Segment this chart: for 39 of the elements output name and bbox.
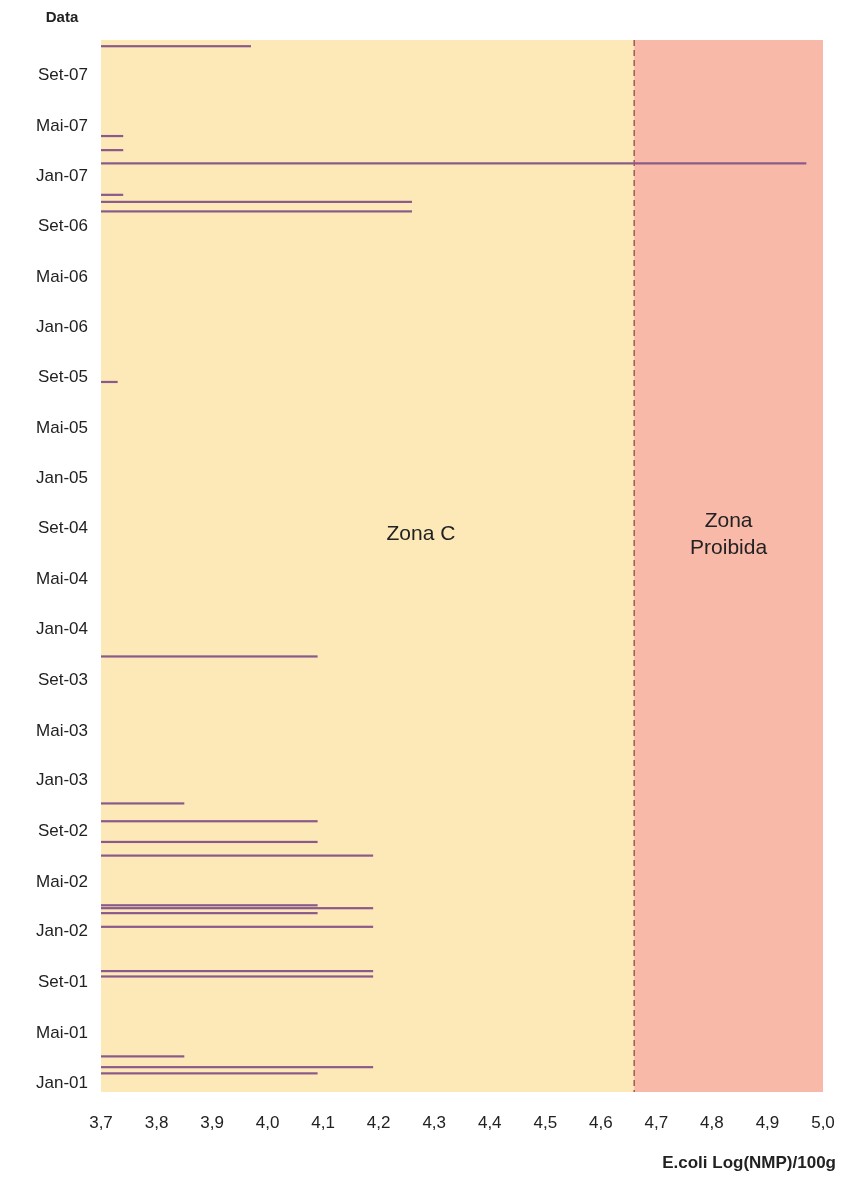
band-label: Zona Proibida <box>690 508 768 558</box>
y-tick-label: Set-03 <box>37 669 88 689</box>
y-tick-label: Mai-05 <box>36 418 88 438</box>
y-tick-label: Set-07 <box>37 64 88 84</box>
y-tick-label: Jan-06 <box>36 316 88 336</box>
y-tick-label: Set-01 <box>37 972 88 991</box>
x-axis-title: E.coli Log(NMP)/100g <box>662 1153 836 1172</box>
x-tick-label: 4,0 <box>255 1113 280 1132</box>
x-tick-label: 4,7 <box>644 1113 669 1132</box>
x-tick-label: 4,1 <box>311 1113 335 1132</box>
y-tick-label: Mai-01 <box>36 1022 88 1042</box>
y-tick-label: Set-04 <box>37 518 88 538</box>
y-tick-label: Jan-05 <box>36 467 88 487</box>
x-tick-label: 3,9 <box>200 1113 224 1132</box>
x-tick-label: 4,5 <box>533 1113 558 1132</box>
y-tick-label: Jan-02 <box>36 921 88 941</box>
band-label: Zona C <box>386 521 456 544</box>
y-axis-title: Data <box>45 8 79 25</box>
y-tick-label: Set-02 <box>37 820 88 840</box>
y-tick-label: Jan-01 <box>36 1072 88 1092</box>
y-tick-label: Mai-02 <box>36 871 88 891</box>
y-tick-label: Set-06 <box>37 216 88 236</box>
x-tick-label: 4,9 <box>755 1113 780 1132</box>
y-tick-label: Jan-07 <box>36 165 88 185</box>
x-tick-label: 3,8 <box>144 1113 169 1132</box>
x-tick-label: 4,2 <box>366 1113 391 1132</box>
y-tick-label: Jan-03 <box>36 770 88 790</box>
x-tick-label: 4,8 <box>700 1113 724 1132</box>
y-tick-label: Mai-04 <box>36 569 88 589</box>
x-tick-label: 3,7 <box>89 1113 113 1132</box>
x-tick-label: 4,6 <box>589 1113 613 1132</box>
y-tick-label: Mai-06 <box>36 266 88 286</box>
y-tick-label: Jan-04 <box>36 619 88 639</box>
y-tick-label: Set-05 <box>37 367 88 387</box>
x-tick-label: 5,0 <box>811 1113 835 1132</box>
y-tick-label: Mai-03 <box>36 720 88 740</box>
x-tick-label: 4,4 <box>477 1113 502 1132</box>
y-tick-label: Mai-07 <box>36 115 88 135</box>
x-tick-label: 4,3 <box>422 1113 447 1132</box>
